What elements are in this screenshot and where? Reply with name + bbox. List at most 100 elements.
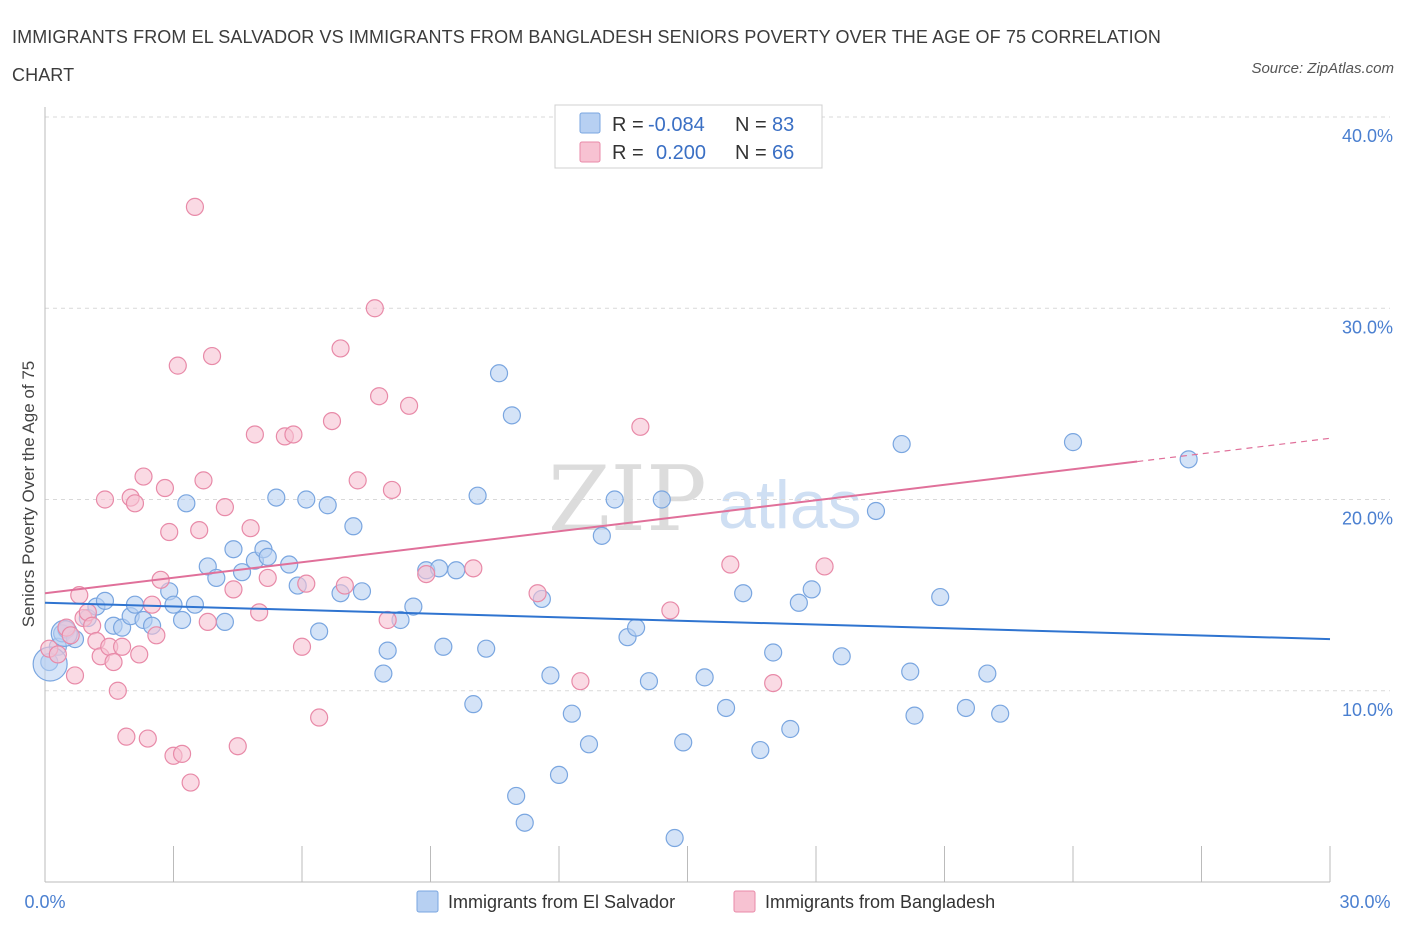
trend-line-bangladesh-extension (1137, 437, 1331, 463)
data-point-el-salvador (1179, 450, 1198, 469)
data-point-bangladesh (181, 773, 200, 792)
data-point-bangladesh (160, 522, 179, 542)
series-legend-label-pink: Immigrants from Bangladesh (765, 892, 995, 912)
data-point-bangladesh (417, 564, 436, 584)
data-point-el-salvador (978, 664, 997, 683)
y-tick-label: 10.0% (1342, 700, 1393, 720)
data-point-el-salvador (502, 406, 521, 425)
data-point-el-salvador (224, 540, 243, 559)
data-point-bangladesh (190, 520, 209, 540)
data-point-bangladesh (95, 490, 115, 509)
data-point-bangladesh (764, 673, 783, 693)
data-point-el-salvador (579, 735, 599, 754)
data-point-bangladesh (571, 672, 590, 691)
data-point-bangladesh (297, 574, 316, 593)
data-point-el-salvador (378, 641, 397, 660)
data-point-el-salvador (562, 704, 581, 723)
data-point-bangladesh (155, 478, 175, 498)
data-point-el-salvador (344, 517, 363, 536)
data-point-el-salvador (639, 672, 659, 691)
data-point-el-salvador (674, 733, 693, 752)
y-axis-title: Seniors Poverty Over the Age of 75 (19, 361, 38, 627)
data-point-el-salvador (789, 593, 808, 612)
legend-r-value-pink: 0.200 (656, 142, 706, 164)
chart-title: IMMIGRANTS FROM EL SALVADOR VS IMMIGRANT… (12, 27, 1161, 85)
data-point-bangladesh (322, 411, 342, 431)
data-point-bangladesh (528, 584, 547, 603)
data-point-bangladesh (258, 568, 277, 588)
data-point-el-salvador (468, 486, 487, 505)
data-point-el-salvador (901, 662, 920, 681)
data-point-el-salvador (716, 698, 736, 718)
data-point-el-salvador (751, 740, 770, 760)
data-point-bangladesh (631, 417, 650, 436)
x-tick-label-min: 0.0% (24, 892, 65, 912)
data-point-bangladesh (168, 356, 187, 375)
data-point-el-salvador (549, 765, 569, 785)
series-bangladesh-points (40, 197, 834, 792)
x-ticks (44, 846, 1331, 882)
legend-n-value-pink: 66 (772, 142, 794, 164)
data-point-el-salvador (318, 496, 337, 515)
data-point-bangladesh (378, 610, 397, 630)
data-point-el-salvador (185, 595, 205, 614)
data-point-el-salvador (310, 622, 329, 641)
data-point-el-salvador (802, 580, 821, 599)
data-point-bangladesh (138, 729, 157, 748)
data-point-el-salvador (866, 501, 886, 521)
legend-n-label-pink: N = (735, 142, 767, 164)
data-point-bangladesh (48, 645, 67, 664)
data-point-bangladesh (61, 626, 80, 645)
data-point-el-salvador (95, 591, 115, 610)
data-point-el-salvador (832, 647, 851, 666)
data-point-bangladesh (172, 744, 192, 763)
legend-r-value-blue: -0.084 (648, 114, 705, 136)
data-point-bangladesh (721, 555, 740, 574)
data-point-el-salvador (267, 488, 286, 507)
data-point-bangladesh (117, 727, 136, 746)
data-point-bangladesh (224, 580, 243, 599)
data-point-bangladesh (112, 637, 132, 656)
data-point-el-salvador (695, 668, 714, 687)
series-legend: Immigrants from El Salvador Immigrants f… (416, 890, 995, 913)
data-point-el-salvador (464, 695, 483, 714)
data-point-el-salvador (164, 595, 183, 614)
data-point-el-salvador (507, 786, 526, 806)
data-point-bangladesh (250, 603, 269, 622)
data-point-el-salvador (764, 643, 783, 662)
data-point-el-salvador (489, 364, 509, 383)
data-point-el-salvador (991, 704, 1010, 723)
data-point-el-salvador (892, 434, 911, 454)
legend-swatch-blue (579, 112, 601, 134)
series-el-salvador-points (32, 364, 1198, 848)
data-point-bangladesh (284, 425, 303, 444)
trend-line-bangladesh (44, 460, 1138, 595)
legend-n-label-blue: N = (735, 114, 767, 136)
data-point-el-salvador (541, 666, 560, 685)
data-point-bangladesh (331, 339, 350, 358)
data-point-bangladesh (104, 652, 123, 672)
data-point-el-salvador (1063, 433, 1083, 452)
data-point-el-salvador (374, 664, 393, 683)
trend-line-el-salvador (44, 601, 1331, 641)
data-point-bangladesh (245, 425, 264, 444)
data-point-el-salvador (404, 597, 423, 616)
y-tick-label: 40.0% (1342, 126, 1393, 146)
legend-swatch-pink (579, 141, 601, 163)
data-point-bangladesh (83, 616, 102, 635)
data-point-bangladesh (370, 387, 389, 406)
data-point-bangladesh (215, 498, 234, 517)
data-point-el-salvador (447, 561, 466, 580)
data-point-el-salvador (434, 637, 453, 656)
data-point-bangladesh (335, 576, 354, 595)
source-label: Source: ZipAtlas.com (1251, 60, 1394, 77)
stats-legend: R = -0.084 N = 83 R = 0.200 N = 66 (554, 104, 823, 169)
data-point-bangladesh (241, 519, 260, 538)
data-point-bangladesh (310, 708, 329, 727)
data-point-el-salvador (477, 639, 496, 658)
data-point-bangladesh (147, 626, 166, 645)
legend-r-label-blue: R = (612, 114, 644, 136)
data-point-bangladesh (815, 557, 834, 576)
data-point-bangladesh (185, 197, 205, 216)
